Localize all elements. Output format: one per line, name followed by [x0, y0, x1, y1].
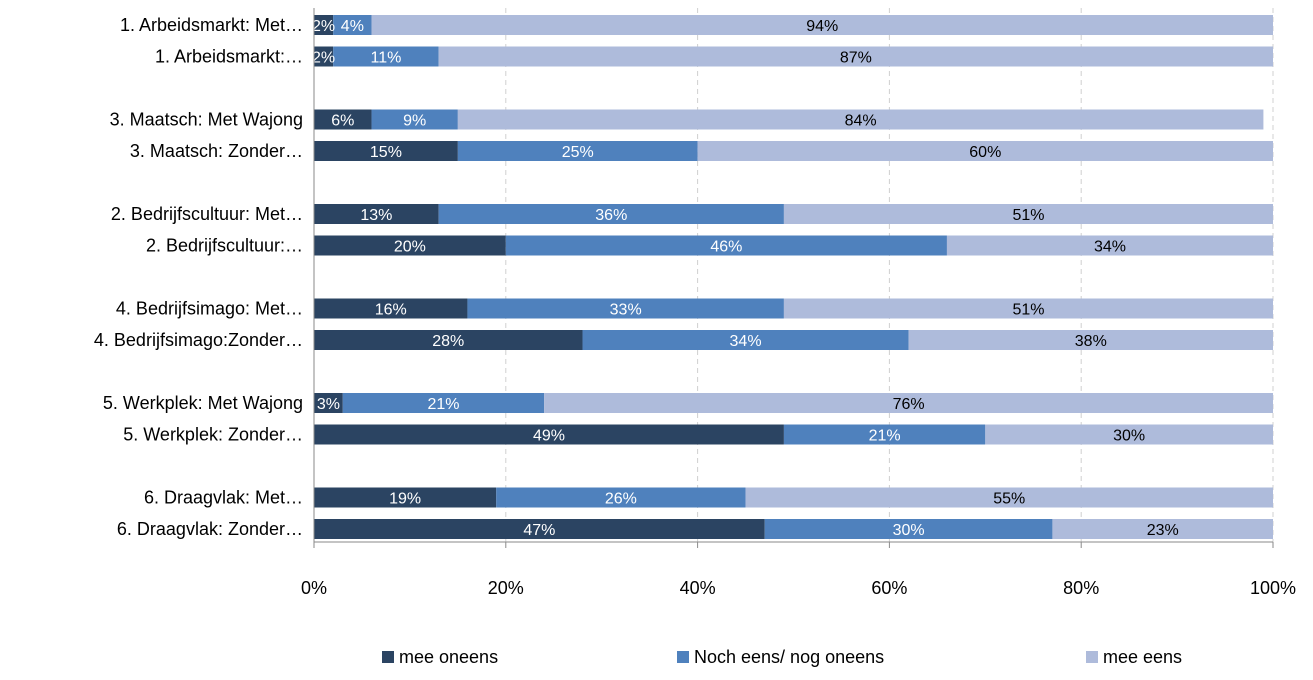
- legend-label: mee oneens: [399, 647, 498, 667]
- data-label: 60%: [969, 144, 1001, 161]
- data-label: 20%: [394, 239, 426, 256]
- data-label: 9%: [403, 113, 426, 130]
- legend-swatch: [382, 651, 394, 663]
- data-label: 46%: [710, 239, 742, 256]
- data-label: 30%: [893, 522, 925, 539]
- data-label: 30%: [1113, 428, 1145, 445]
- x-tick-label: 80%: [1063, 578, 1099, 598]
- data-label: 36%: [595, 207, 627, 224]
- data-label: 16%: [375, 302, 407, 319]
- data-label: 13%: [360, 207, 392, 224]
- x-tick-label: 20%: [488, 578, 524, 598]
- data-label: 2%: [312, 18, 335, 35]
- legend-label: mee eens: [1103, 647, 1182, 667]
- data-label: 38%: [1075, 333, 1107, 350]
- data-label: 25%: [562, 144, 594, 161]
- data-label: 23%: [1147, 522, 1179, 539]
- legend-item: mee oneens: [382, 647, 498, 667]
- x-tick-label: 0%: [301, 578, 327, 598]
- data-label: 94%: [806, 18, 838, 35]
- x-tick-label: 60%: [871, 578, 907, 598]
- category-label: 6. Draagvlak: Zonder…: [117, 519, 303, 539]
- legend-swatch: [1086, 651, 1098, 663]
- data-label: 47%: [523, 522, 555, 539]
- data-label: 49%: [533, 428, 565, 445]
- data-label: 51%: [1012, 207, 1044, 224]
- data-label: 51%: [1012, 302, 1044, 319]
- category-label: 5. Werkplek: Zonder…: [123, 425, 303, 445]
- category-label: 4. Bedrijfsimago: Met…: [116, 299, 303, 319]
- data-label: 21%: [427, 396, 459, 413]
- data-label: 55%: [993, 491, 1025, 508]
- category-label: 2. Bedrijfscultuur: Met…: [111, 204, 303, 224]
- data-label: 34%: [1094, 239, 1126, 256]
- data-label: 26%: [605, 491, 637, 508]
- data-label: 3%: [317, 396, 340, 413]
- x-tick-label: 40%: [680, 578, 716, 598]
- category-label: 3. Maatsch: Met Wajong: [110, 110, 303, 130]
- category-label: 3. Maatsch: Zonder…: [130, 141, 303, 161]
- data-label: 28%: [432, 333, 464, 350]
- category-label: 2. Bedrijfscultuur:…: [146, 236, 303, 256]
- data-label: 21%: [869, 428, 901, 445]
- category-label: 4. Bedrijfsimago:Zonder…: [94, 330, 303, 350]
- x-tick-label: 100%: [1250, 578, 1296, 598]
- data-label: 33%: [610, 302, 642, 319]
- legend-item: mee eens: [1086, 647, 1182, 667]
- data-label: 34%: [730, 333, 762, 350]
- data-label: 15%: [370, 144, 402, 161]
- data-label: 87%: [840, 50, 872, 67]
- category-label: 1. Arbeidsmarkt:…: [155, 47, 303, 67]
- data-label: 84%: [845, 113, 877, 130]
- data-label: 6%: [331, 113, 354, 130]
- data-label: 76%: [893, 396, 925, 413]
- legend-swatch: [677, 651, 689, 663]
- legend-item: Noch eens/ nog oneens: [677, 647, 884, 667]
- category-label: 6. Draagvlak: Met…: [144, 488, 303, 508]
- data-label: 4%: [341, 18, 364, 35]
- data-label: 19%: [389, 491, 421, 508]
- data-label: 11%: [371, 50, 402, 67]
- legend-label: Noch eens/ nog oneens: [694, 647, 884, 667]
- category-label: 1. Arbeidsmarkt: Met…: [120, 15, 303, 35]
- category-label: 5. Werkplek: Met Wajong: [103, 393, 303, 413]
- data-label: 2%: [312, 50, 335, 67]
